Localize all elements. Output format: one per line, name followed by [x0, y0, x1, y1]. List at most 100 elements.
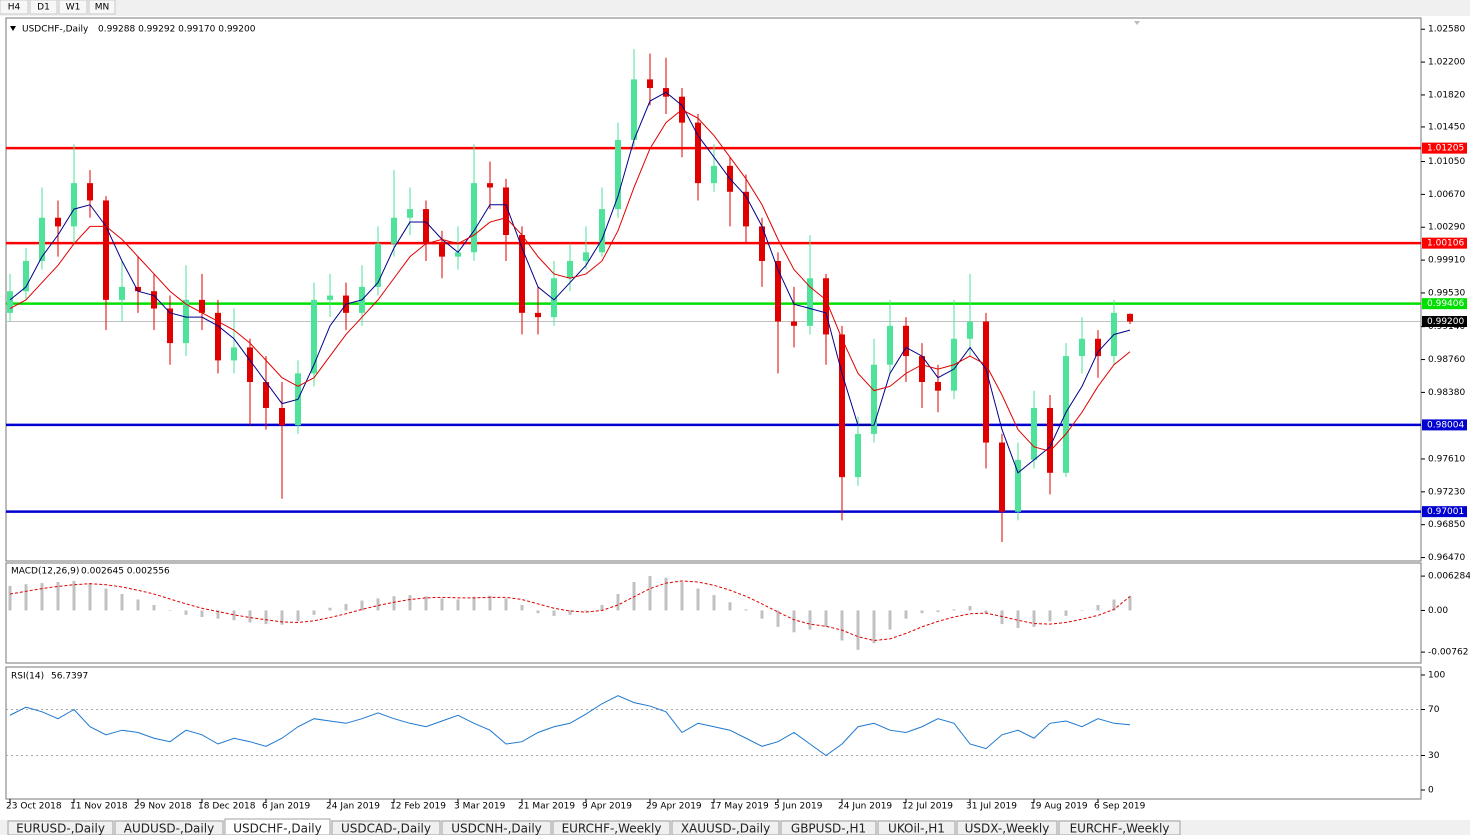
candle-body	[935, 382, 941, 391]
macd-bar	[952, 609, 956, 611]
tab-label[interactable]: AUDUSD-,Daily	[124, 822, 214, 835]
macd-bar	[712, 595, 716, 611]
tab[interactable]	[877, 820, 956, 835]
candle-body	[247, 347, 253, 383]
level-label: 0.99406	[1427, 299, 1464, 309]
tab[interactable]	[780, 820, 877, 835]
tab-label[interactable]: USDCNH-,Daily	[451, 822, 542, 835]
level-label: 0.97001	[1427, 507, 1464, 517]
macd-bar	[1032, 610, 1036, 627]
tab[interactable]	[331, 820, 441, 835]
candle-body	[263, 382, 269, 408]
tab-label[interactable]: USDX-,Weekly	[965, 822, 1050, 835]
candle-body	[71, 183, 77, 227]
macd-bar	[584, 610, 588, 612]
tab-label[interactable]: USDCHF-,Daily	[233, 822, 321, 835]
level-tag	[1422, 298, 1467, 310]
macd-bar	[536, 610, 540, 614]
y-tick-label: 0.96850	[1428, 520, 1465, 530]
candle-body	[615, 139, 621, 210]
tab-label[interactable]: EURUSD-,Daily	[16, 822, 105, 835]
rsi-panel	[5, 666, 1422, 800]
macd-bar	[56, 582, 60, 611]
macd-bar	[680, 582, 684, 611]
timeframe-button[interactable]	[88, 0, 116, 15]
candle-body	[887, 325, 893, 365]
x-tick-label: 24 Jan 2019	[326, 802, 380, 812]
level-label: 1.01205	[1427, 144, 1464, 154]
y-tick-label: 1.02200	[1428, 58, 1465, 68]
candle-body	[487, 183, 493, 188]
timeframe-button[interactable]	[0, 0, 29, 15]
tab-label[interactable]: USDCAD-,Daily	[341, 822, 431, 835]
macd-bar	[1048, 610, 1052, 622]
tab-label[interactable]: EURCHF-,Weekly	[562, 822, 662, 835]
timeframe-label[interactable]: W1	[66, 3, 81, 13]
tab-label[interactable]: EURCHF-,Weekly	[1070, 822, 1170, 835]
current-price-tag	[1422, 315, 1467, 327]
x-tick-label: 6 Sep 2019	[1094, 802, 1146, 812]
y-tick-label: 0	[1428, 786, 1434, 796]
tab-label[interactable]: UKOil-,H1	[888, 822, 945, 835]
candle-body	[471, 183, 477, 253]
dropdown-icon[interactable]	[10, 26, 16, 31]
tab[interactable]	[671, 820, 780, 835]
tab[interactable]	[114, 820, 224, 835]
x-tick-label: 6 Jan 2019	[262, 802, 310, 812]
candle-body	[759, 226, 765, 261]
macd-bar	[520, 604, 524, 611]
candle-body	[647, 79, 653, 89]
moving-average	[9, 109, 1131, 452]
candle-body	[743, 191, 749, 227]
candle-body	[215, 312, 221, 361]
x-tick-label: 12 Jul 2019	[902, 802, 953, 812]
tab[interactable]	[7, 820, 114, 835]
macd-values: 0.002645 0.002556	[81, 567, 170, 577]
y-tick-label: 0.97610	[1428, 454, 1465, 464]
macd-bar	[872, 610, 876, 644]
chart-ohlc: 0.99288 0.99292 0.99170 0.99200	[98, 25, 256, 35]
level-label: 0.98004	[1427, 420, 1464, 430]
macd-title: MACD(12,26,9)	[11, 567, 79, 577]
timeframe-button[interactable]	[29, 0, 58, 15]
y-tick-label: 1.01050	[1428, 157, 1465, 167]
timeframe-label[interactable]: MN	[95, 3, 110, 13]
timeframe-label[interactable]: D1	[37, 3, 50, 13]
candle-body	[135, 286, 141, 292]
tab-label[interactable]: GBPUSD-,H1	[791, 822, 866, 835]
x-tick-label: 24 Jun 2019	[838, 802, 892, 812]
macd-bar	[888, 610, 892, 630]
x-tick-label: 31 Jul 2019	[966, 802, 1017, 812]
tab[interactable]	[224, 818, 331, 835]
macd-bar	[1064, 610, 1068, 616]
macd-bar	[840, 610, 844, 641]
macd-bar	[424, 596, 428, 611]
macd-bar	[1016, 610, 1020, 628]
macd-bar	[616, 594, 620, 611]
candle-body	[119, 286, 125, 300]
level-label: 1.00106	[1427, 239, 1464, 249]
candle-body	[567, 260, 573, 279]
macd-bar	[1000, 610, 1004, 625]
timeframe-label[interactable]: H4	[8, 3, 21, 13]
candle-body	[695, 122, 701, 184]
macd-bar	[376, 598, 380, 611]
current-price-label: 0.99200	[1427, 317, 1464, 327]
candle-body	[535, 312, 541, 318]
candle-body	[871, 364, 877, 434]
x-tick-label: 21 Mar 2019	[518, 802, 575, 812]
candle-body	[775, 260, 781, 322]
y-tick-label: 1.00670	[1428, 190, 1465, 200]
candle-body	[631, 79, 637, 140]
tab[interactable]	[441, 820, 552, 835]
tab[interactable]	[1058, 820, 1181, 835]
macd-bar	[72, 580, 76, 611]
x-tick-label: 5 Jun 2019	[774, 802, 823, 812]
macd-bar	[648, 576, 652, 611]
macd-bar	[696, 588, 700, 611]
timeframe-button[interactable]	[58, 0, 88, 15]
tab[interactable]	[552, 820, 671, 835]
tab[interactable]	[956, 820, 1058, 835]
tab-label[interactable]: XAUUSD-,Daily	[681, 822, 770, 835]
y-tick-label: 0.98760	[1428, 355, 1465, 365]
